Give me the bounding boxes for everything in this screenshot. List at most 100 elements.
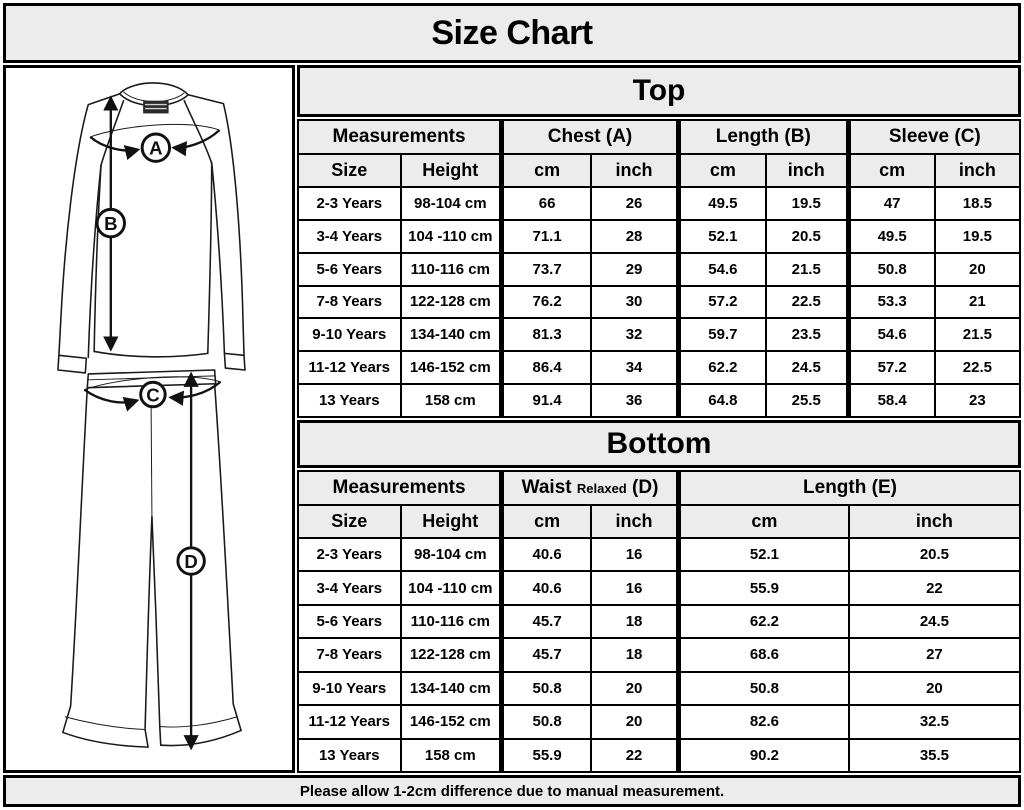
cell: 11-12 Years bbox=[297, 350, 402, 386]
cell: 47 bbox=[845, 186, 936, 221]
cell: 21.5 bbox=[764, 251, 850, 287]
cell: 20.5 bbox=[764, 218, 850, 254]
pajama-set-illustration: A B bbox=[57, 82, 246, 751]
cell: 24.5 bbox=[764, 350, 850, 386]
top-group-header-row: Measurements Chest (A) Length (B) Sleeve… bbox=[297, 119, 1021, 155]
cell: 110-116 cm bbox=[399, 603, 503, 640]
cell: 22.5 bbox=[764, 284, 850, 320]
header-measurements: Measurements bbox=[297, 119, 503, 155]
subheader-inch: inch bbox=[764, 153, 850, 188]
table-row: 7-8 Years 122-128 cm 76.2 30 57.2 22.5 53.3 21 bbox=[297, 284, 1022, 320]
cell: 9-10 Years bbox=[297, 317, 402, 353]
header-chest: Chest (A) bbox=[499, 119, 680, 155]
cell: 27 bbox=[847, 637, 1022, 673]
cell: 122-128 cm bbox=[399, 284, 503, 320]
cell: 122-128 cm bbox=[399, 637, 503, 673]
cell: 53.3 bbox=[845, 284, 936, 320]
cell: 86.4 bbox=[499, 350, 593, 386]
subheader-size: Size bbox=[297, 504, 402, 539]
cell: 104 -110 cm bbox=[399, 570, 503, 606]
cell: 134-140 cm bbox=[399, 317, 503, 353]
neck-label-tag bbox=[143, 100, 169, 114]
subheader-height: Height bbox=[399, 504, 503, 539]
cell: 13 Years bbox=[297, 737, 402, 774]
subheader-inch: inch bbox=[933, 153, 1022, 188]
cell: 52.1 bbox=[675, 218, 767, 254]
cell: 7-8 Years bbox=[297, 284, 402, 320]
cell: 98-104 cm bbox=[399, 536, 503, 573]
cell: 29 bbox=[590, 251, 680, 287]
cell: 24.5 bbox=[847, 603, 1022, 640]
cell: 18 bbox=[590, 637, 680, 673]
cell: 20 bbox=[590, 704, 680, 740]
cell: 57.2 bbox=[845, 350, 936, 386]
cell: 35.5 bbox=[847, 737, 1022, 774]
cell: 50.8 bbox=[845, 251, 936, 287]
subheader-inch: inch bbox=[590, 504, 680, 539]
footer-note-bar: Please allow 1-2cm difference due to man… bbox=[3, 775, 1021, 807]
cell: 16 bbox=[590, 570, 680, 606]
cell: 2-3 Years bbox=[297, 536, 402, 573]
cell: 5-6 Years bbox=[297, 251, 402, 287]
cell: 58.4 bbox=[845, 383, 936, 418]
bottom-size-table: Measurements Waist Relaxed (D) Length (E… bbox=[297, 470, 1022, 774]
cell: 45.7 bbox=[499, 603, 593, 640]
measure-badge-a: A bbox=[140, 132, 172, 163]
cell: 104 -110 cm bbox=[399, 218, 503, 254]
cell: 30 bbox=[590, 284, 680, 320]
pajama-bottom-drawing bbox=[62, 369, 242, 748]
cell: 23.5 bbox=[764, 317, 850, 353]
cell: 25.5 bbox=[764, 383, 850, 418]
top-section: Top Measurements Chest (A) Length (B) Sl… bbox=[297, 65, 1022, 418]
cell: 21 bbox=[933, 284, 1022, 320]
cell: 62.2 bbox=[675, 603, 850, 640]
cell: 19.5 bbox=[764, 186, 850, 221]
bottom-title-text: Bottom bbox=[606, 427, 712, 460]
bottom-section: Bottom Measurements Waist Relaxed (D) Le… bbox=[297, 420, 1022, 774]
cell: 22 bbox=[590, 737, 680, 774]
bottom-sub-header-row: Size Height cm inch cm inch bbox=[297, 504, 1022, 539]
measure-badge-b: B bbox=[95, 207, 126, 239]
header-length-e: Length (E) bbox=[675, 470, 1021, 506]
cell: 20.5 bbox=[847, 536, 1022, 573]
cell: 32.5 bbox=[847, 704, 1022, 740]
measure-badge-d: D bbox=[176, 546, 206, 576]
cell: 134-140 cm bbox=[399, 670, 503, 707]
cell: 40.6 bbox=[499, 536, 593, 573]
cell: 45.7 bbox=[499, 637, 593, 673]
cell: 59.7 bbox=[675, 317, 767, 353]
cell: 76.2 bbox=[499, 284, 593, 320]
top-size-table: Measurements Chest (A) Length (B) Sleeve… bbox=[297, 119, 1022, 418]
cell: 9-10 Years bbox=[297, 670, 402, 707]
cell: 28 bbox=[590, 218, 680, 254]
subheader-height: Height bbox=[399, 153, 503, 188]
table-row: 13 Years 158 cm 55.9 22 90.2 35.5 bbox=[297, 737, 1022, 774]
cell: 62.2 bbox=[675, 350, 767, 386]
illustration-panel: A B bbox=[3, 65, 295, 773]
subheader-size: Size bbox=[297, 153, 402, 188]
bottom-group-header-row: Measurements Waist Relaxed (D) Length (E… bbox=[297, 470, 1021, 506]
header-measurements: Measurements bbox=[297, 470, 503, 506]
cell: 52.1 bbox=[675, 536, 850, 573]
measure-badge-c: C bbox=[139, 380, 167, 409]
cell: 50.8 bbox=[499, 704, 593, 740]
table-row: 9-10 Years 134-140 cm 81.3 32 59.7 23.5 54.6 21… bbox=[297, 317, 1022, 353]
cell: 158 cm bbox=[399, 383, 503, 418]
cell: 54.6 bbox=[845, 317, 936, 353]
cell: 11-12 Years bbox=[297, 704, 402, 740]
table-row: 5-6 Years 110-116 cm 73.7 29 54.6 21.5 50.8 20 bbox=[297, 251, 1022, 287]
subheader-cm: cm bbox=[499, 504, 593, 539]
cell: 13 Years bbox=[297, 383, 402, 418]
cell: 90.2 bbox=[675, 737, 850, 774]
cell: 68.6 bbox=[675, 637, 850, 673]
cell: 82.6 bbox=[675, 704, 850, 740]
cell: 64.8 bbox=[675, 383, 767, 418]
cell: 16 bbox=[590, 536, 680, 573]
badge-letter-c: C bbox=[146, 384, 159, 405]
title-bar: Size Chart bbox=[3, 3, 1021, 63]
cell: 7-8 Years bbox=[297, 637, 402, 673]
cell: 3-4 Years bbox=[297, 570, 402, 606]
subheader-cm: cm bbox=[675, 504, 850, 539]
badge-letter-a: A bbox=[149, 138, 162, 159]
